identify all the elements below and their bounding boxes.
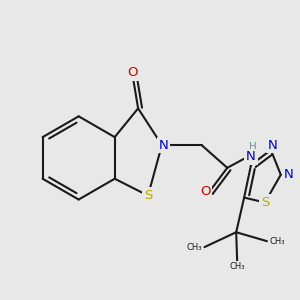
Text: N: N: [246, 150, 256, 164]
Text: O: O: [200, 185, 211, 198]
Text: CH₃: CH₃: [270, 237, 285, 246]
Text: S: S: [144, 189, 152, 202]
Text: CH₃: CH₃: [230, 262, 245, 272]
Text: H: H: [249, 142, 257, 152]
Text: N: N: [268, 139, 278, 152]
Text: O: O: [127, 66, 137, 79]
Text: N: N: [284, 168, 294, 181]
Text: S: S: [261, 196, 269, 209]
Text: CH₃: CH₃: [186, 243, 202, 252]
Text: N: N: [159, 139, 169, 152]
